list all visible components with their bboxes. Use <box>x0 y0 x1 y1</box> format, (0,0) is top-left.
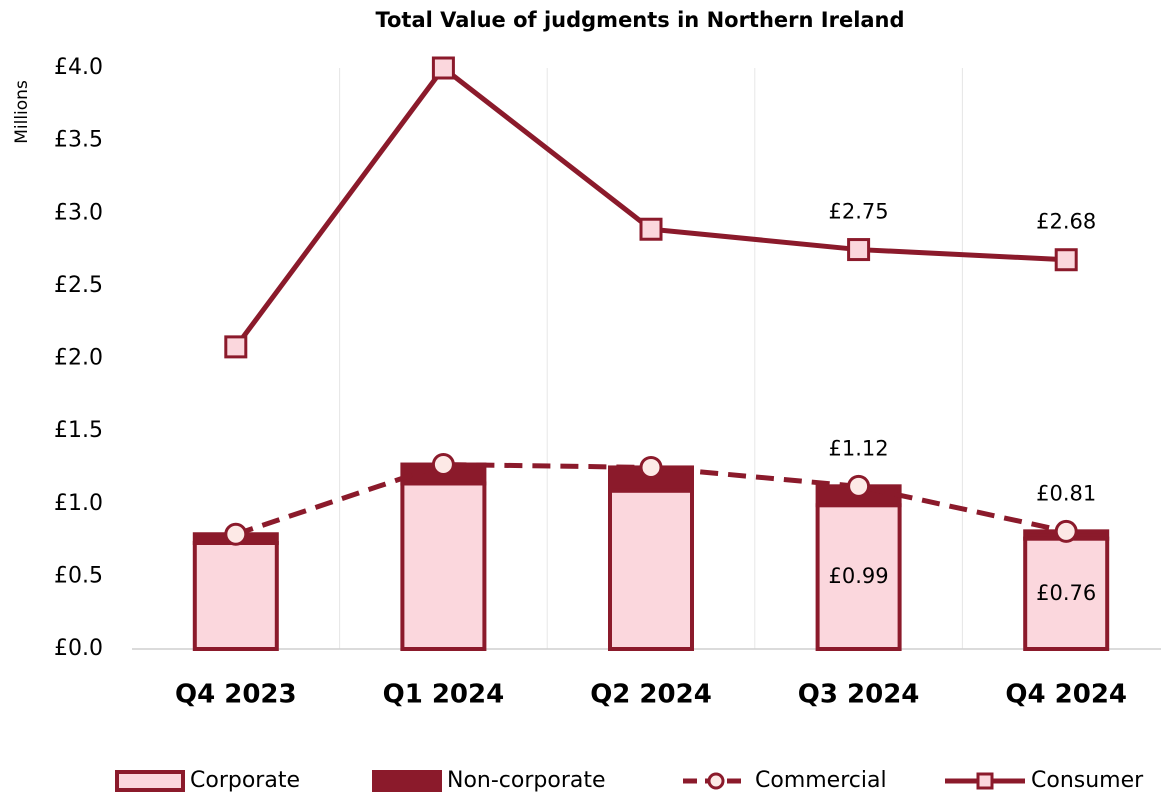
marker <box>224 522 248 546</box>
legend-swatch <box>115 770 185 792</box>
marker <box>639 455 663 479</box>
y-tick-label: £1.5 <box>54 418 103 443</box>
legend-label: Commercial <box>755 768 887 793</box>
y-tick-label: £1.0 <box>54 491 103 516</box>
legend-marker <box>976 772 994 790</box>
legend-label: Consumer <box>1031 768 1144 793</box>
y-tick-label: £2.5 <box>54 273 103 298</box>
data-label: £0.81 <box>1036 481 1096 505</box>
legend-swatch <box>372 770 442 792</box>
data-label: £2.75 <box>829 200 889 224</box>
y-axis-label: Millions <box>12 80 32 144</box>
marker <box>1054 248 1078 272</box>
marker <box>431 453 455 477</box>
data-label: £0.76 <box>1036 581 1096 605</box>
y-tick-label: £3.0 <box>54 200 103 225</box>
y-tick-label: £4.0 <box>54 55 103 80</box>
legend-label: Non-corporate <box>447 768 606 793</box>
y-tick-label: £2.0 <box>54 346 103 371</box>
marker <box>847 238 871 262</box>
x-tick-label: Q1 2024 <box>383 680 505 710</box>
bar-segment <box>192 540 279 652</box>
y-tick-label: £0.5 <box>54 563 103 588</box>
x-tick-label: Q4 2023 <box>175 680 297 710</box>
legend-marker <box>707 772 725 790</box>
y-tick-label: £0.0 <box>54 636 103 661</box>
data-label: £2.68 <box>1036 210 1096 234</box>
bar-segment <box>1023 536 1110 651</box>
marker <box>1054 519 1078 543</box>
y-tick-label: £3.5 <box>54 128 103 153</box>
data-label: £1.12 <box>829 436 889 460</box>
marker <box>224 335 248 359</box>
chart-title: Total Value of judgments in Northern Ire… <box>375 8 904 32</box>
marker <box>639 217 663 241</box>
x-tick-label: Q2 2024 <box>590 680 712 710</box>
marker <box>847 474 871 498</box>
data-label: £0.99 <box>829 564 889 588</box>
line <box>233 64 1067 349</box>
bar-segment <box>400 481 487 652</box>
legend-label: Corporate <box>190 768 300 793</box>
bar-segment <box>815 503 902 652</box>
x-tick-label: Q4 2024 <box>1005 680 1127 710</box>
marker <box>431 56 455 80</box>
bar-segment <box>608 488 694 651</box>
x-tick-label: Q3 2024 <box>798 680 920 710</box>
